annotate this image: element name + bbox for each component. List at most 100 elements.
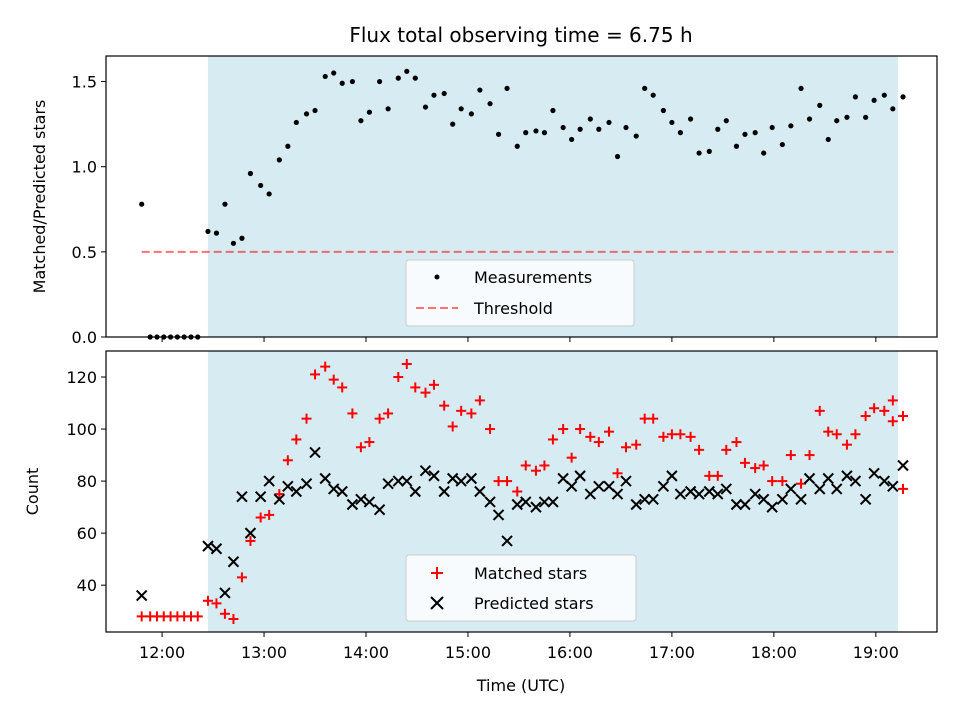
measurement-point — [706, 148, 712, 154]
y-tick-label: 0.0 — [72, 328, 97, 347]
x-tick-label: 13:00 — [241, 643, 287, 662]
predicted-stars-point — [620, 475, 632, 487]
predicted-stars-point — [392, 475, 405, 487]
chart-title: Flux total observing time = 6.75 h — [349, 23, 692, 47]
measurement-point — [422, 104, 429, 110]
predicted-stars-point — [273, 493, 286, 506]
y-tick-label: 80 — [77, 472, 97, 491]
predicted-stars-point — [309, 446, 321, 459]
measurement-point — [366, 109, 373, 115]
measurement-point — [587, 116, 593, 122]
measurement-point — [788, 123, 794, 129]
matched-stars-point — [547, 434, 558, 445]
matched-stars-point — [831, 429, 842, 440]
predicted-stars-point — [263, 475, 275, 487]
y-tick-label: 1.0 — [72, 158, 97, 177]
predicted-stars-point — [831, 483, 843, 495]
matched-stars-point — [456, 405, 467, 416]
predicted-stars-point — [409, 485, 421, 498]
measurement-point — [230, 240, 237, 246]
measurement-point — [844, 114, 850, 120]
predicted-stars-point — [355, 493, 367, 506]
measurement-point — [660, 107, 666, 114]
predicted-stars-point — [574, 470, 586, 482]
measurement-point — [404, 68, 410, 74]
matched-stars-point — [539, 460, 550, 471]
matched-stars-point — [512, 486, 523, 497]
predicted-stars-point — [638, 493, 651, 506]
legend-matched-marker — [431, 567, 443, 579]
predicted-stars-point — [492, 509, 505, 521]
bottom-panel: 40 60 80 100 120 12:00 13:00 14:00 15:00 16:00 17:… — [23, 350, 938, 695]
predicted-stars-point — [382, 477, 394, 490]
predicted-stars-point — [300, 477, 313, 490]
predicted-stars-point — [511, 498, 523, 511]
measurement-point — [752, 130, 758, 136]
matched-stars-point — [383, 408, 394, 419]
measurement-point — [881, 92, 887, 98]
bottom-axes: 40 60 80 100 120 12:00 13:00 14:00 15:00 16:00 17:… — [66, 350, 938, 662]
predicted-stars-point — [336, 485, 348, 498]
matched-stars-point — [428, 379, 439, 390]
measurement-point — [450, 121, 456, 127]
predicted-stars-point — [647, 493, 659, 506]
matched-stars-point — [604, 426, 615, 437]
matched-stars-point — [410, 382, 421, 393]
measurement-point — [871, 97, 877, 103]
predicted-stars-point — [712, 488, 724, 500]
matched-stars-point — [520, 460, 531, 471]
predicted-stars-point — [484, 496, 496, 508]
matched-stars-point — [566, 452, 577, 463]
predicted-stars-point — [328, 483, 340, 495]
predicted-stars-point — [822, 472, 834, 485]
bottom-y-axis-label: Count — [23, 468, 42, 516]
measurement-point — [258, 182, 264, 189]
measurement-point — [863, 114, 869, 120]
measurement-point — [322, 73, 328, 80]
predicted-stars-point — [720, 483, 732, 495]
predicted-stars-point — [684, 485, 697, 498]
measurement-point — [650, 92, 656, 98]
measurement-point — [642, 85, 648, 91]
matched-stars-point — [474, 395, 485, 406]
matched-stars-point — [558, 424, 569, 435]
matched-stars-point — [685, 431, 696, 442]
predicted-stars-point — [814, 483, 826, 495]
predicted-stars-point — [803, 472, 816, 485]
measurement-point — [687, 116, 694, 122]
matched-stars-point — [621, 442, 632, 453]
predicted-stars-point — [693, 488, 705, 500]
matched-stars-point — [898, 411, 909, 422]
measurement-point — [431, 92, 437, 98]
measurement-point — [806, 116, 813, 122]
x-tick-label: 17:00 — [649, 643, 695, 662]
measurement-point — [222, 201, 228, 207]
predicted-stars-point — [363, 496, 376, 508]
measurement-point — [276, 157, 282, 163]
predicted-stars-point — [776, 493, 789, 506]
legend-predicted-label: Predicted stars — [474, 594, 594, 613]
matched-stars-point — [485, 424, 496, 435]
predicted-stars-point — [785, 483, 797, 495]
predicted-stars-point — [346, 498, 359, 511]
matched-stars-point — [860, 411, 871, 422]
measurement-point — [669, 119, 675, 126]
measurement-point — [550, 107, 556, 114]
predicted-stars-point — [538, 496, 551, 508]
measurement-point — [205, 228, 211, 235]
predicted-stars-point — [849, 475, 862, 487]
predicted-stars-point — [878, 475, 891, 487]
measurement-point — [293, 119, 299, 126]
matched-stars-point — [658, 431, 669, 442]
predicted-stars-point — [868, 467, 880, 479]
x-axis-label: Time (UTC) — [476, 676, 565, 695]
matched-stars-point — [364, 437, 375, 448]
matched-stars-point — [502, 476, 513, 487]
top-legend-box — [405, 259, 635, 327]
y-tick-label: 1.5 — [72, 73, 97, 92]
matched-stars-point — [823, 426, 834, 437]
matched-stars-point — [593, 437, 604, 448]
matched-stars-point — [393, 372, 404, 383]
bottom-legend-box — [405, 554, 637, 622]
measurement-point — [577, 126, 583, 132]
